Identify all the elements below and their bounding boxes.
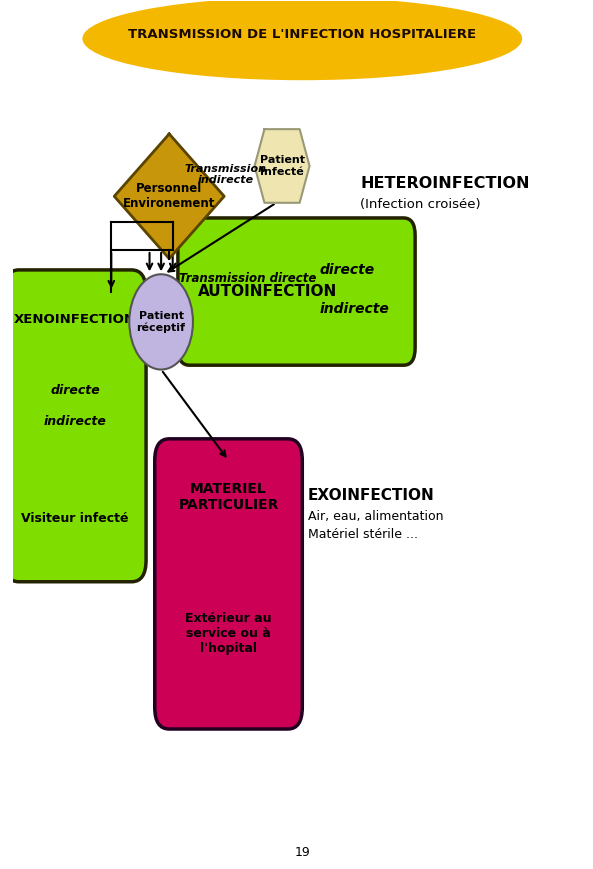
Text: AUTOINFECTION: AUTOINFECTION — [198, 284, 337, 299]
Polygon shape — [254, 129, 310, 202]
Text: Patient
Infecté: Patient Infecté — [260, 156, 305, 176]
Text: Transmission directe: Transmission directe — [178, 272, 316, 285]
FancyBboxPatch shape — [155, 439, 302, 729]
Text: XENOINFECTION: XENOINFECTION — [14, 313, 136, 326]
Text: indirecte: indirecte — [44, 415, 107, 428]
FancyBboxPatch shape — [4, 270, 146, 581]
Polygon shape — [114, 134, 224, 259]
Text: Transmission
indirecte: Transmission indirecte — [185, 164, 267, 185]
Text: indirecte: indirecte — [320, 302, 390, 316]
Text: directe: directe — [50, 384, 100, 397]
Text: Extérieur au
service ou à
l'hopital: Extérieur au service ou à l'hopital — [185, 613, 272, 655]
Text: Patient
réceptif: Patient réceptif — [136, 311, 186, 333]
Text: Matériel stérile ...: Matériel stérile ... — [308, 527, 418, 541]
Text: Visiteur infecté: Visiteur infecté — [21, 512, 129, 525]
Text: 19: 19 — [294, 846, 310, 859]
Text: Air, eau, alimentation: Air, eau, alimentation — [308, 510, 444, 523]
Text: MATERIEL
PARTICULIER: MATERIEL PARTICULIER — [178, 482, 279, 513]
Ellipse shape — [82, 0, 522, 80]
Text: TRANSMISSION DE L'INFECTION HOSPITALIERE: TRANSMISSION DE L'INFECTION HOSPITALIERE — [128, 28, 476, 41]
Text: HETEROINFECTION: HETEROINFECTION — [360, 176, 530, 191]
FancyBboxPatch shape — [178, 218, 415, 365]
Text: (Infection croisée): (Infection croisée) — [360, 198, 481, 211]
Text: Personnel
Environement: Personnel Environement — [123, 182, 215, 210]
Text: directe: directe — [320, 263, 375, 277]
Circle shape — [129, 275, 193, 369]
Text: EXOINFECTION: EXOINFECTION — [308, 488, 435, 502]
